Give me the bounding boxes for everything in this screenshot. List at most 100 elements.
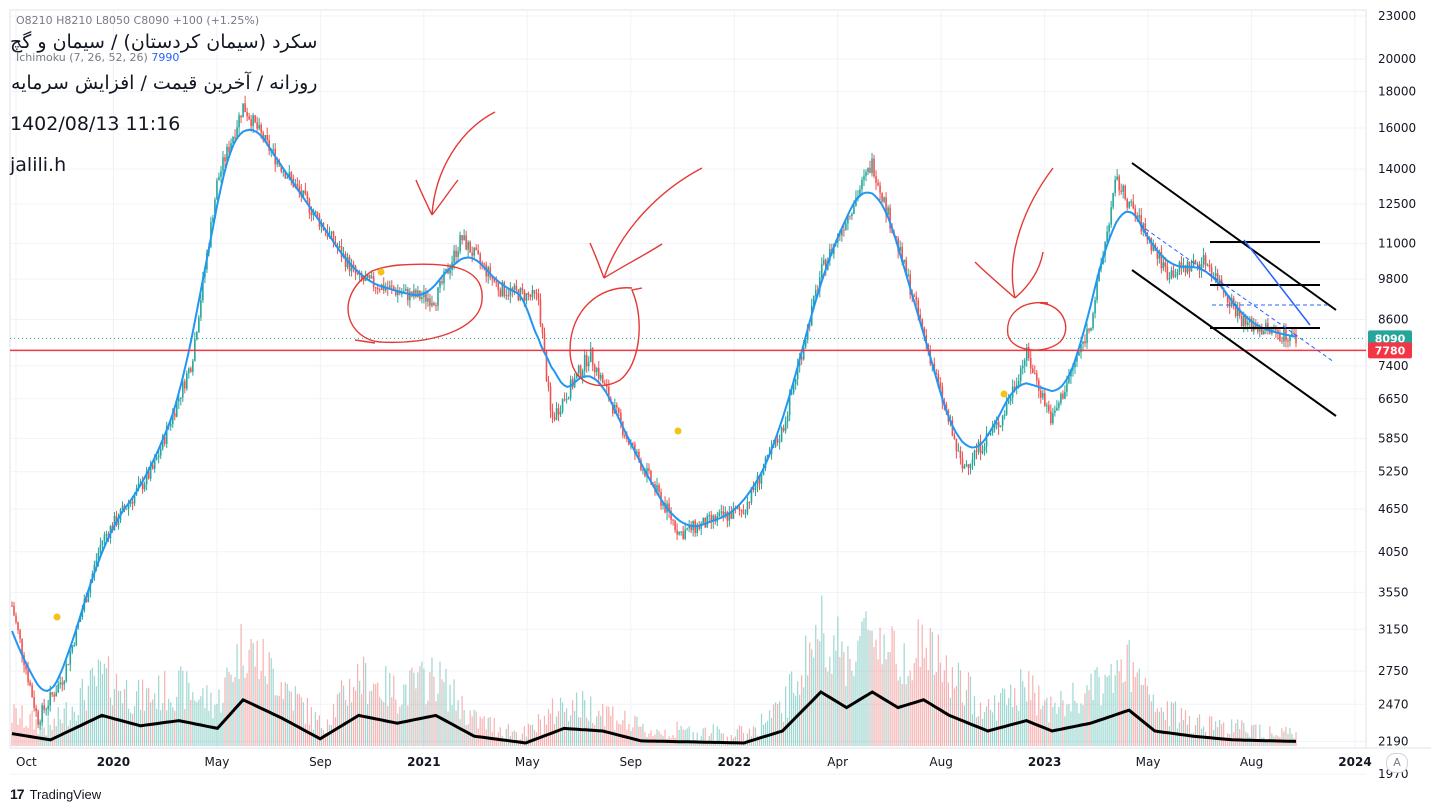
volume-bar (431, 657, 433, 746)
candle-body (1046, 405, 1048, 407)
candle-body (905, 259, 907, 276)
candle-body (226, 146, 228, 162)
candle-body (1003, 414, 1006, 416)
volume-bar (1289, 727, 1291, 746)
y-tick-label: 6650 (1378, 392, 1409, 406)
volume-bar (632, 727, 634, 746)
volume-bar (467, 724, 469, 746)
candle-body (202, 277, 204, 301)
volume-bar (756, 735, 759, 746)
candle-body (845, 223, 847, 230)
volume-bar (174, 710, 176, 746)
volume-bar (776, 703, 779, 746)
volume-bar (296, 693, 298, 746)
event-marker (53, 613, 61, 621)
volume-bar (1052, 707, 1054, 746)
volume-bar (624, 710, 626, 746)
volume-bar (1156, 708, 1158, 746)
volume-bar (837, 616, 839, 746)
candle-body (618, 407, 620, 413)
volume-bar (963, 705, 966, 746)
volume-bar (304, 723, 306, 746)
candle-body (539, 299, 542, 325)
volume-bar (1239, 729, 1241, 746)
candle-body (551, 410, 554, 418)
candle-body (742, 510, 745, 514)
candle-body (499, 290, 502, 297)
volume-bar (361, 694, 363, 746)
chart-subtitle: روزانه / آخرین قیمت / افزایش سرمایه (10, 72, 318, 94)
candle-body (252, 115, 254, 127)
candle-body (1130, 201, 1133, 203)
candle-body (626, 436, 628, 439)
volume-bar (1002, 688, 1004, 746)
volume-bar (53, 718, 55, 746)
candle-body (993, 424, 996, 429)
candle-body (612, 402, 614, 414)
volume-bar (107, 656, 110, 746)
volume-bar (298, 694, 300, 746)
volume-bar (919, 666, 921, 746)
candle-body (569, 379, 572, 399)
volume-bar (280, 682, 282, 746)
volume-bar (537, 714, 540, 746)
candle-body (983, 446, 986, 451)
candle-body (859, 189, 861, 197)
volume-bar (308, 724, 310, 746)
candle-body (481, 262, 483, 264)
volume-bar (316, 719, 319, 746)
volume-bar (421, 661, 423, 746)
candle-body (81, 610, 84, 618)
volume-bar (375, 684, 377, 746)
candle-body (218, 176, 220, 181)
candle-body (85, 599, 88, 603)
candle-body (1058, 402, 1060, 408)
candle-body (865, 171, 867, 176)
volume-bar (738, 725, 740, 746)
volume-bar (1269, 726, 1271, 746)
auto-scale-button[interactable]: A (1386, 753, 1408, 773)
volume-bar (328, 724, 331, 746)
candle-body (1108, 224, 1110, 232)
volume-bar (905, 684, 907, 746)
volume-bar (1060, 691, 1062, 746)
candle-body (254, 115, 256, 123)
volume-bar (1008, 698, 1010, 746)
volume-bar (931, 631, 933, 746)
candle-body (509, 288, 512, 296)
volume-bar (714, 742, 716, 746)
candle-body (644, 469, 646, 477)
volume-bar (698, 742, 700, 746)
candle-body (493, 278, 496, 282)
candle-body (1106, 231, 1108, 242)
y-tick-label: 12500 (1378, 197, 1416, 211)
candle-body (97, 552, 100, 561)
candle-body (1124, 185, 1127, 200)
candle-body (304, 190, 307, 194)
candle-body (370, 276, 373, 279)
volume-bar (324, 732, 327, 746)
candle-body (1052, 412, 1054, 424)
volume-bar (664, 729, 666, 746)
volume-bar (682, 729, 684, 746)
tradingview-footer[interactable]: 17 TradingView (10, 786, 101, 802)
candle-body (752, 487, 755, 490)
candle-body (1021, 365, 1024, 369)
candle-body (1232, 298, 1235, 305)
volume-bar (272, 668, 274, 746)
volume-bar (967, 672, 970, 746)
candle-body (680, 531, 682, 533)
volume-bar (507, 724, 509, 746)
volume-bar (634, 715, 636, 746)
candle-body (1007, 401, 1010, 404)
candle-body (999, 425, 1002, 428)
volume-bar (1150, 701, 1152, 746)
volume-bar (760, 713, 763, 746)
volume-bar (724, 743, 726, 746)
candle-body (989, 433, 992, 435)
volume-bar (240, 623, 242, 746)
volume-bar (783, 721, 785, 746)
volume-bar (1128, 640, 1130, 746)
y-tick-label: 9800 (1378, 272, 1409, 286)
